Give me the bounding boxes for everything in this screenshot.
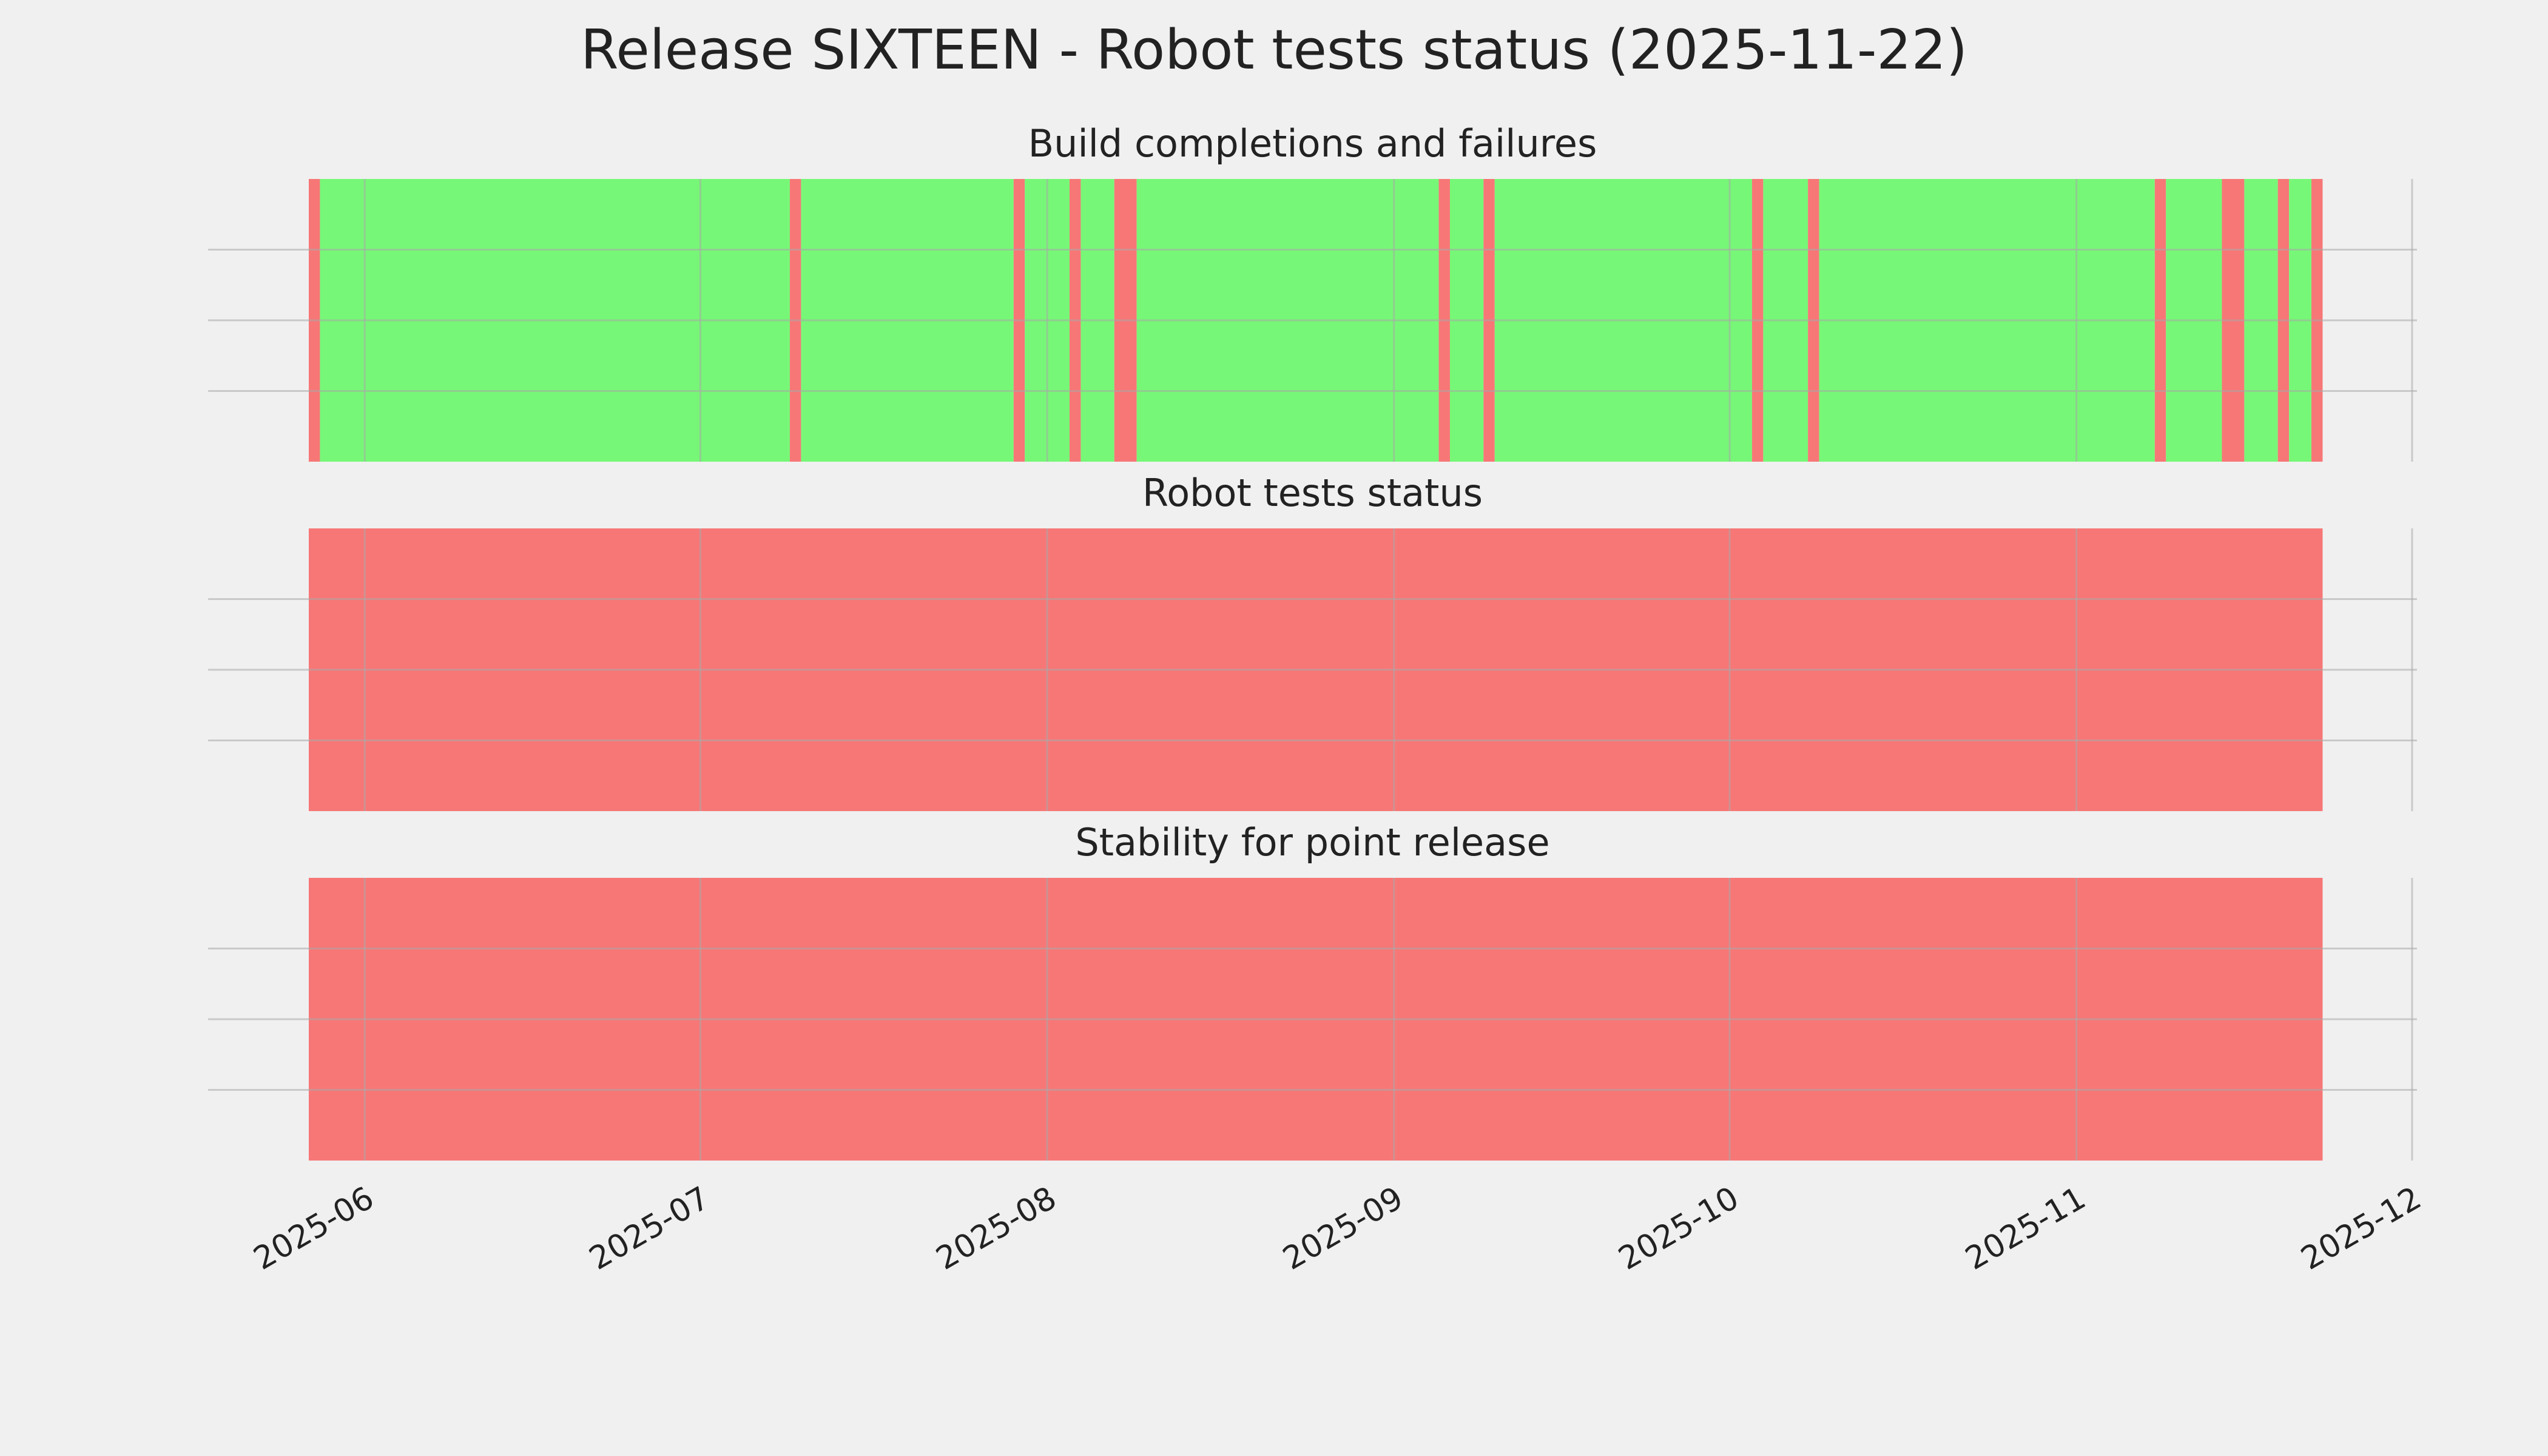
panel-title: Robot tests status	[1142, 471, 1483, 515]
panel-title: Stability for point release	[1075, 820, 1549, 864]
chart-title: Release SIXTEEN - Robot tests status (20…	[581, 18, 1967, 82]
panel-title: Build completions and failures	[1028, 121, 1597, 166]
